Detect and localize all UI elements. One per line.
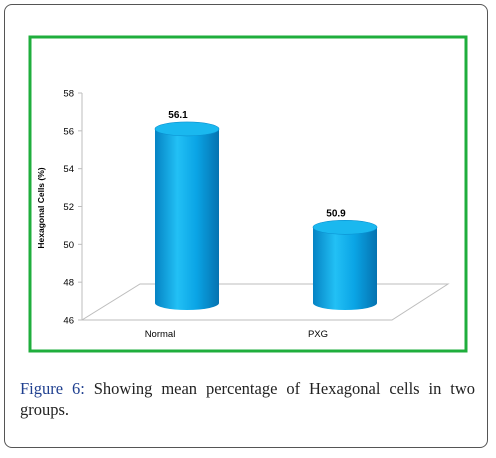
bar-top-normal [154, 121, 220, 137]
y-tick-label: 56 [63, 126, 74, 137]
caption-text: Showing mean percentage of Hexagonal cel… [20, 379, 475, 419]
bar-top-pxg [312, 220, 378, 235]
chart: 46 48 50 52 54 56 58 56.1 50.9 Normal PXG Hexago… [28, 35, 468, 353]
y-axis-label: Hexagonal Cells (%) [36, 167, 46, 248]
x-tick-label: PXG [308, 329, 328, 340]
figure-caption: Figure 6: Showing mean percentage of Hex… [20, 378, 475, 420]
bar-pxg [313, 227, 377, 310]
y-tick-label: 54 [63, 164, 74, 175]
bar-normal [155, 128, 219, 310]
bars: 56.1 50.9 [154, 110, 378, 310]
data-label: 56.1 [168, 110, 188, 121]
y-tick-label: 48 [63, 278, 74, 289]
figure-frame [4, 4, 488, 448]
caption-label: Figure 6: [20, 379, 85, 398]
y-tick-label: 58 [63, 89, 74, 100]
data-label: 50.9 [326, 208, 346, 219]
chart-border [28, 35, 468, 353]
x-tick-label: Normal [145, 329, 176, 340]
y-axis-ticks: 46 48 50 52 54 56 58 [63, 89, 82, 327]
x-axis-ticks: Normal PXG [145, 329, 328, 340]
y-tick-label: 50 [63, 240, 74, 251]
y-tick-label: 52 [63, 202, 74, 213]
chart-floor [80, 283, 450, 321]
y-tick-label: 46 [63, 316, 74, 327]
